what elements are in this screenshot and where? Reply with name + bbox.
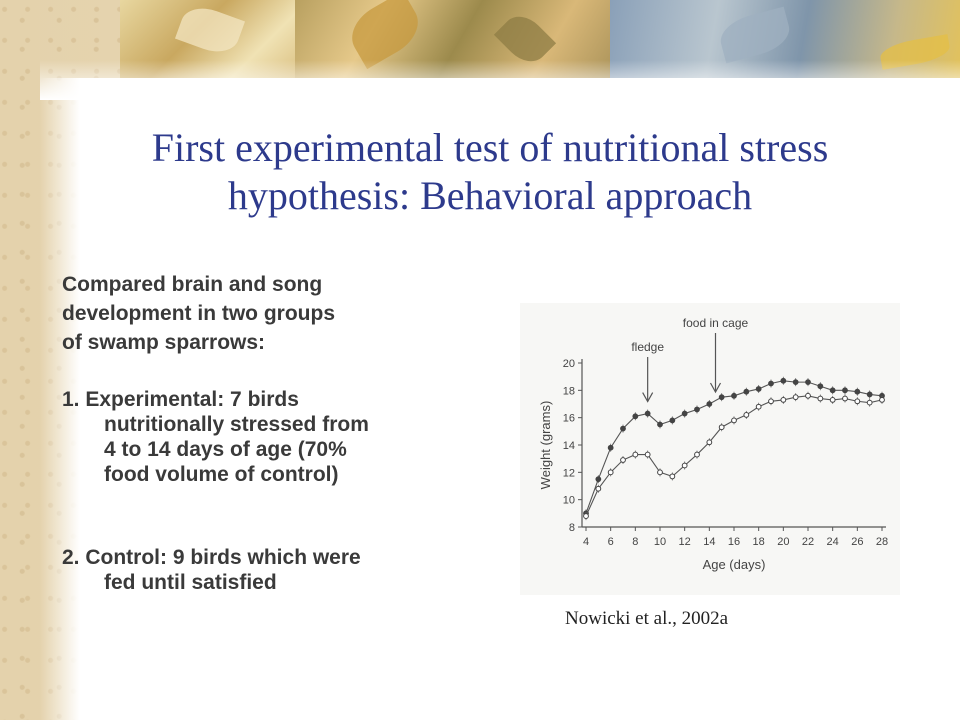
data-point: [731, 417, 737, 424]
data-point: [854, 388, 861, 395]
x-axis-label: Age (days): [703, 557, 766, 572]
x-tick-label: 18: [753, 536, 765, 548]
y-tick-label: 12: [563, 467, 575, 479]
x-tick-label: 4: [583, 536, 589, 548]
data-point: [743, 388, 750, 395]
list-item-line: fed until satisfied: [104, 571, 277, 594]
data-point: [644, 410, 651, 417]
data-point: [842, 395, 848, 402]
data-point: [743, 412, 750, 418]
data-point: [854, 398, 861, 405]
x-tick-label: 8: [632, 536, 638, 548]
title-line: First experimental test of nutritional s…: [151, 125, 829, 170]
list-item-line: nutritionally stressed from: [104, 413, 369, 436]
list-item-line: 4 to 14 days of age (70%: [104, 438, 347, 461]
annotation-label: food in cage: [683, 316, 749, 330]
data-point: [731, 392, 737, 399]
data-point: [842, 387, 848, 394]
data-point: [817, 395, 824, 402]
data-point: [718, 394, 725, 401]
series-line: [585, 380, 883, 514]
data-point: [657, 469, 663, 476]
data-point: [866, 399, 873, 406]
list-item-line: food volume of control): [104, 463, 339, 486]
x-tick-label: 16: [728, 536, 740, 548]
data-point: [706, 439, 713, 446]
data-point: [595, 476, 602, 483]
intro-line: Compared brain and song: [62, 273, 323, 296]
data-point: [620, 425, 626, 432]
data-point: [632, 413, 639, 420]
data-point: [755, 386, 762, 392]
weight-chart-figure: 8 10 12 14 16 18 20 4 6 8 10 12 14 16 18 20 22 24 26 28 Age …: [520, 303, 900, 595]
list-item-experimental: 1. Experimental: 7 birds nutritionally s…: [62, 387, 492, 487]
data-point: [866, 391, 873, 398]
x-tick-label: 20: [777, 536, 789, 548]
list-item-line: 2. Control: 9 birds which were: [62, 546, 361, 569]
data-point: [792, 394, 799, 401]
x-tick-label: 10: [654, 536, 666, 548]
y-tick-label: 14: [563, 440, 575, 452]
data-point: [681, 410, 688, 417]
data-point: [607, 469, 614, 476]
data-point: [718, 424, 725, 431]
figure-caption: Nowicki et al., 2002a: [565, 608, 729, 629]
data-point: [694, 451, 700, 458]
x-tick-label: 14: [703, 536, 715, 548]
data-point: [780, 397, 787, 403]
x-tick-label: 12: [679, 536, 691, 548]
data-point: [706, 401, 713, 407]
data-point: [879, 397, 885, 403]
y-axis-label: Weight (grams): [538, 401, 553, 490]
data-point: [780, 377, 787, 384]
annotation-label: fledge: [631, 340, 664, 354]
annotation-arrowhead: [642, 392, 654, 403]
data-point: [792, 379, 799, 386]
data-point: [755, 403, 762, 410]
data-point: [805, 379, 811, 386]
series-line: [585, 395, 883, 517]
slide-title: First experimental test of nutritional s…: [60, 124, 920, 220]
data-point: [583, 513, 589, 519]
data-point: [829, 387, 836, 394]
data-point: [669, 417, 676, 424]
data-point: [805, 392, 811, 399]
title-line: hypothesis: Behavioral approach: [227, 173, 753, 218]
data-point: [694, 406, 700, 413]
data-point: [768, 380, 774, 387]
data-point: [620, 457, 626, 463]
intro-line: of swamp sparrows:: [62, 331, 266, 354]
data-point: [681, 462, 688, 469]
y-tick-label: 20: [563, 358, 575, 370]
data-point: [632, 451, 639, 458]
list-item-control: 2. Control: 9 birds which were fed until…: [62, 545, 492, 595]
data-point: [657, 421, 663, 428]
weight-chart: 8 10 12 14 16 18 20 4 6 8 10 12 14 16 18 20 22 24 26 28 Age …: [538, 316, 888, 572]
data-point: [595, 485, 602, 492]
x-tick-label: 24: [827, 536, 839, 548]
x-tick-label: 6: [608, 536, 614, 548]
data-point: [829, 397, 836, 403]
annotation-arrowhead: [709, 382, 722, 394]
x-tick-label: 26: [851, 536, 863, 548]
data-point: [669, 473, 676, 480]
data-point: [607, 444, 614, 451]
data-point: [817, 383, 824, 390]
intro-line: development in two groups: [62, 302, 336, 325]
x-tick-label: 22: [802, 536, 814, 548]
data-point: [768, 398, 774, 405]
list-item-line: 1. Experimental: 7 birds: [62, 388, 299, 411]
y-tick-label: 16: [563, 413, 575, 425]
y-tick-label: 8: [569, 522, 575, 534]
y-tick-label: 18: [563, 385, 575, 397]
y-tick-label: 10: [563, 495, 575, 507]
slide-body: Compared brain and song development in t…: [62, 270, 492, 595]
data-point: [644, 451, 651, 458]
x-tick-label: 28: [876, 536, 888, 548]
